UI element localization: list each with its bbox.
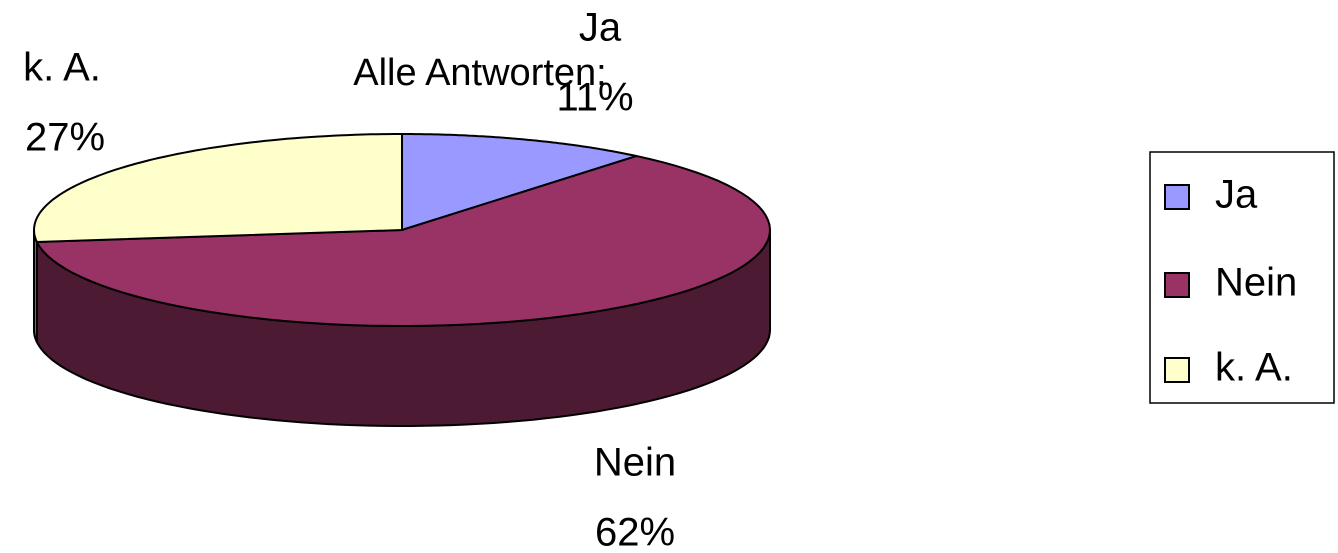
legend-swatch [1164, 272, 1190, 298]
legend-swatch [1164, 357, 1190, 383]
data-label-name: Nein [594, 441, 676, 485]
chart-title: Alle Antworten: [353, 52, 606, 94]
pie-slice [32, 133, 403, 244]
pie-slice [35, 154, 772, 328]
legend-label: Nein [1215, 261, 1297, 305]
data-label-name: k. A. [23, 46, 101, 90]
pie-side [33, 230, 38, 345]
legend-swatch [1164, 184, 1190, 210]
data-label-value: 11% [556, 76, 633, 120]
legend-label: k. A. [1215, 346, 1293, 390]
pie-slice [401, 133, 637, 232]
data-label-name: Ja [579, 6, 622, 50]
data-label-value: 27% [25, 116, 105, 160]
legend-label: Ja [1215, 173, 1258, 217]
data-label-value: 62% [595, 511, 675, 553]
